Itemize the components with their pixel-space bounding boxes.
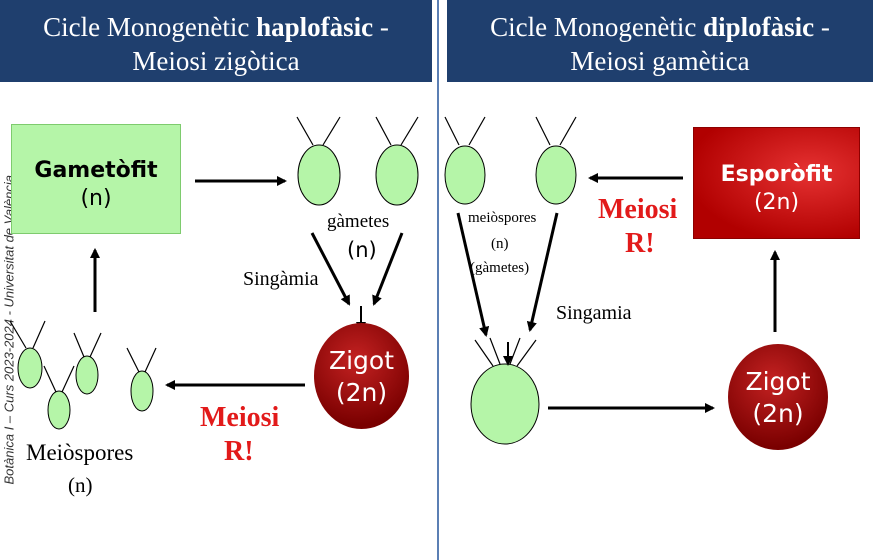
right-zygote: Zigot (2n) [728, 344, 828, 450]
right-zygote-ploidy: (2n) [752, 399, 804, 428]
gametophyte-label: Gametòfit [34, 158, 158, 183]
left-meiosis-r: R! [224, 436, 254, 467]
right-header: Cicle Monogenètic diplofàsic - Meiosi ga… [447, 0, 873, 82]
right-meiospore-1 [444, 116, 486, 205]
left-meiospore-2 [43, 365, 75, 430]
right-title-bold: diplofàsic [703, 12, 815, 42]
left-header: Cicle Monogenètic haplofàsic - Meiosi zi… [0, 0, 432, 82]
right-title-part2: - [814, 12, 830, 42]
right-zygote-label: Zigot [745, 367, 811, 396]
right-title-part1: Cicle Monogenètic [490, 12, 704, 42]
left-gamete-2 [375, 116, 419, 206]
gametophyte-ploidy: (n) [80, 186, 112, 211]
sporophyte-box: Esporòfit (2n) [693, 127, 860, 239]
arrow-meiospore2-to-zygote [526, 212, 559, 332]
arrow-gamete2-to-zygote [372, 232, 404, 306]
sporophyte-label: Esporòfit [720, 162, 833, 187]
gametophyte-box: Gametòfit (n) [11, 124, 181, 234]
left-title-line2: Meiosi zigòtica [132, 46, 300, 76]
left-gamete-1 [296, 116, 341, 206]
arrow-meiospore1-to-zygote [456, 212, 490, 337]
left-meiospore-1 [9, 320, 46, 389]
left-meiosis-label: Meiosi [200, 402, 280, 433]
left-gametes-ploidy: (n) [347, 238, 377, 262]
left-title-bold: haplofàsic [256, 12, 374, 42]
panel-divider [437, 0, 439, 560]
left-title-part2: - [373, 12, 389, 42]
left-meiospores-label: Meiòspores [26, 440, 134, 465]
right-syngamy-label: Singamia [556, 302, 632, 324]
left-meiospore-4 [126, 347, 157, 412]
right-meiospores-ploidy: (n) [491, 236, 509, 252]
right-meiosis-r: R! [625, 228, 655, 259]
left-zygote-ploidy: (2n) [335, 378, 388, 407]
sporophyte-ploidy: (2n) [753, 190, 800, 215]
right-meiospores-label: meiòspores [468, 210, 537, 226]
left-zygote-label: Zigot [328, 346, 395, 375]
left-meiospores-ploidy: (n) [68, 473, 93, 497]
left-gametes-label: gàmetes [327, 211, 390, 232]
left-meiospore-3 [73, 332, 102, 395]
left-syngamy-label: Singàmia [243, 268, 319, 290]
right-meiosis-label: Meiosi [598, 194, 678, 225]
right-gametes-note: (gàmetes) [470, 260, 530, 276]
left-zygote: Zigot (2n) [314, 323, 409, 429]
right-meiospore-2 [535, 116, 577, 205]
right-title-line2: Meiosi gamètica [570, 46, 750, 76]
left-title-part1: Cicle Monogenètic [43, 12, 257, 42]
arrow-gamete1-to-zygote [310, 232, 351, 306]
right-zygote-cell [470, 337, 540, 445]
